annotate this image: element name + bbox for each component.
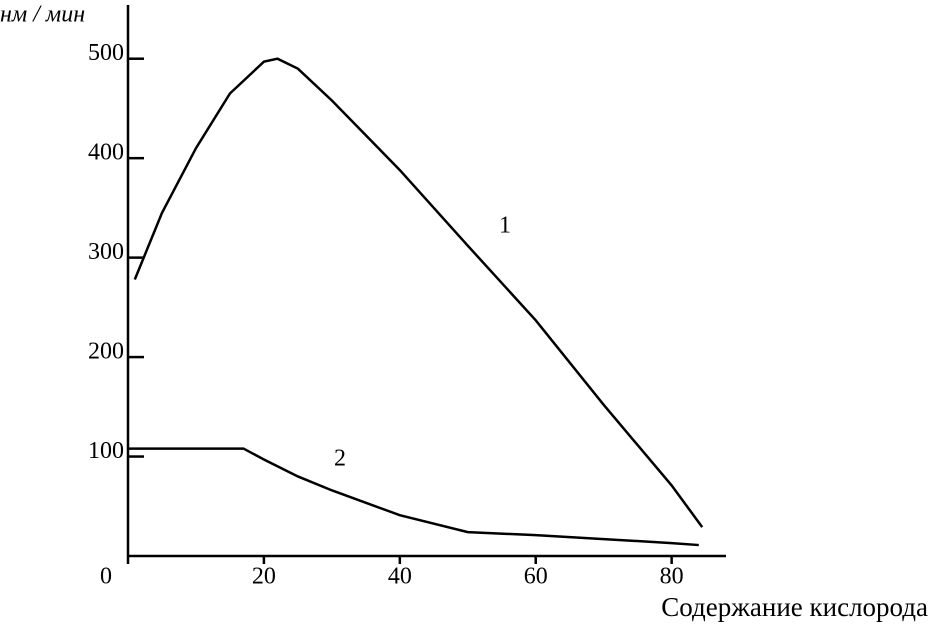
y-tick-label: 500 (88, 40, 124, 66)
y-tick-label: 400 (88, 140, 124, 166)
x-tick-label: 40 (388, 564, 412, 590)
line-series (133, 57, 704, 528)
x-axis-label: Содержание кислорода (661, 592, 928, 622)
y-tick-label: 200 (88, 339, 124, 365)
y-tick-label: 100 (88, 438, 124, 464)
series-label: 2 (334, 446, 346, 472)
y-tick-label: 300 (88, 239, 124, 265)
x-tick-label: 20 (252, 564, 276, 590)
x-tick-label: 0 (100, 564, 112, 590)
series-label: 1 (499, 213, 511, 239)
x-tick-label: 60 (524, 564, 548, 590)
y-axis-label: нм / мин (0, 2, 85, 28)
line-series (128, 447, 699, 547)
x-tick-label: 80 (660, 564, 684, 590)
